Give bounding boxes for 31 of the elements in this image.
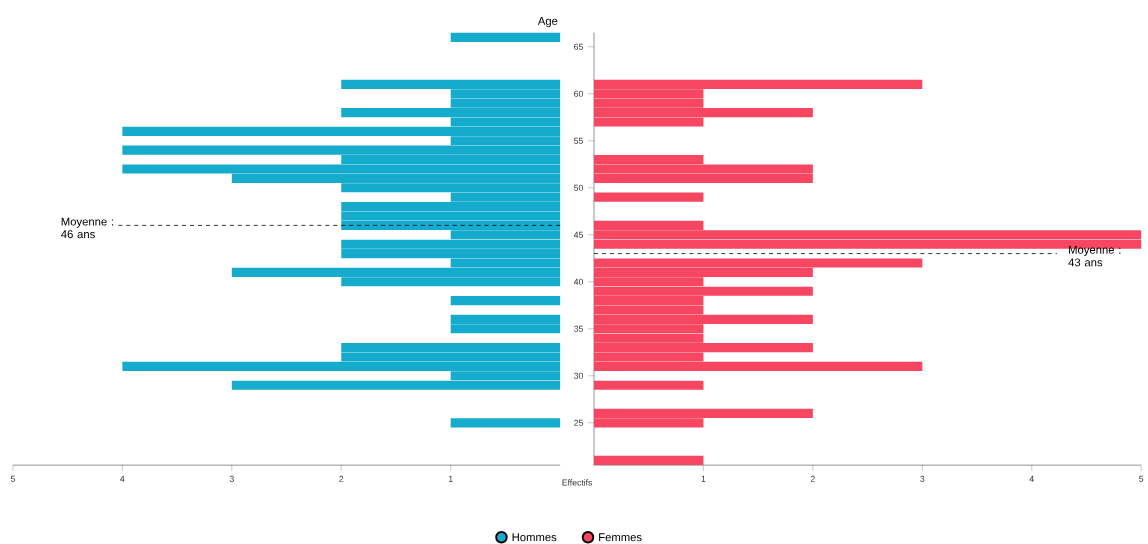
y-axis-title: Age <box>537 17 558 28</box>
y-tick-label: 65 <box>574 43 583 50</box>
bar <box>450 418 561 428</box>
x-tick-label: 2 <box>810 475 815 482</box>
y-tick-label: 60 <box>574 90 583 97</box>
x-axis-title: Effectifs <box>562 479 593 486</box>
bar <box>593 455 704 465</box>
x-tick-label: 5 <box>10 475 15 482</box>
bar <box>593 380 704 390</box>
legend-label: Femmes <box>599 533 642 542</box>
x-tick-label: 5 <box>1139 475 1144 482</box>
y-tick-label: 25 <box>574 419 583 426</box>
x-tick-label: 1 <box>448 475 453 482</box>
x-tick-label: 3 <box>920 475 925 482</box>
x-tick-label: 4 <box>120 475 125 482</box>
y-tick-label: 35 <box>574 325 583 332</box>
bar <box>450 32 561 42</box>
legend-label: Hommes <box>512 533 557 542</box>
y-tick-label: 40 <box>573 278 583 285</box>
ref-line-label: Moyenne : 46 ans <box>61 217 114 239</box>
y-tick-label: 30 <box>574 372 583 379</box>
y-tick-label: 50 <box>574 184 583 191</box>
bar <box>593 192 704 202</box>
y-tick-label: 55 <box>574 137 583 144</box>
x-tick-label: 2 <box>339 475 344 482</box>
x-tick-label: 4 <box>1029 475 1034 482</box>
y-tick-label: 45 <box>573 231 583 238</box>
ref-line-label: Moyenne : 43 ans <box>1068 245 1121 267</box>
bar <box>450 295 561 306</box>
x-tick-label: 1 <box>701 475 706 482</box>
x-tick-label: 3 <box>229 475 234 482</box>
